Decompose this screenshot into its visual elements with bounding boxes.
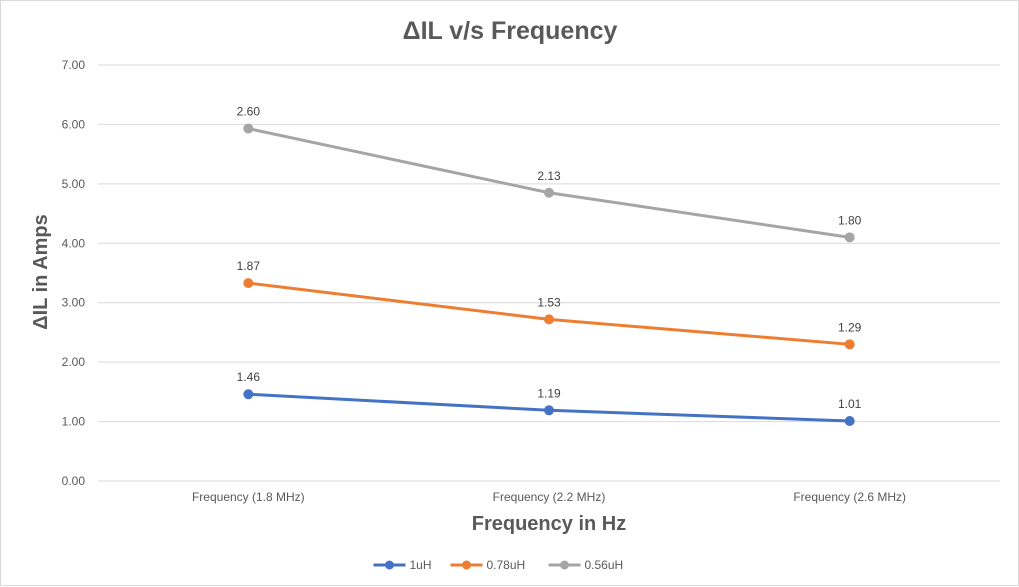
- legend-item: 0.56uH: [548, 558, 624, 572]
- data-label: 1.53: [537, 295, 561, 309]
- data-point: [243, 278, 254, 289]
- x-tick-label: Frequency (2.6 MHz): [793, 490, 906, 504]
- y-tick-label: 0.00: [62, 474, 86, 488]
- data-point: [544, 187, 554, 198]
- data-point: [243, 123, 254, 134]
- data-labels: 1.46 1.19 1.01 1.87 1.53 1.29 2.60 2.13 1.80: [237, 105, 862, 411]
- data-label: 1.87: [237, 259, 261, 273]
- legend-label: 0.56uH: [585, 558, 624, 572]
- data-point: [544, 314, 554, 325]
- y-tick-label: 7.00: [62, 58, 86, 72]
- legend-label: 1uH: [410, 558, 432, 572]
- legend-marker: [560, 560, 569, 570]
- y-axis-ticks: 0.00 1.00 2.00 3.00 4.00 5.00 6.00 7.00: [62, 58, 86, 488]
- y-tick-label: 3.00: [62, 296, 86, 310]
- y-tick-label: 6.00: [62, 117, 86, 131]
- y-tick-label: 5.00: [62, 177, 86, 191]
- x-tick-label: Frequency (1.8 MHz): [192, 490, 305, 504]
- y-axis-title: ΔIL in Amps: [30, 214, 52, 330]
- legend-label: 0.78uH: [487, 558, 526, 572]
- data-point: [544, 405, 554, 416]
- y-tick-label: 2.00: [62, 355, 86, 369]
- data-label: 1.46: [237, 370, 261, 384]
- data-label: 1.19: [537, 386, 561, 400]
- y-tick-label: 1.00: [62, 415, 86, 429]
- data-point: [243, 389, 254, 400]
- data-label: 2.60: [237, 105, 261, 119]
- data-label: 1.29: [838, 320, 862, 334]
- chart-title: ΔIL v/s Frequency: [403, 17, 618, 45]
- y-tick-label: 4.00: [62, 236, 86, 250]
- series-line-0.56uH: [246, 127, 852, 239]
- data-point: [844, 339, 855, 350]
- x-axis-title: Frequency in Hz: [472, 513, 626, 535]
- series-line-0.78uH: [246, 281, 852, 346]
- data-point: [844, 415, 855, 426]
- data-label: 1.80: [838, 213, 862, 227]
- legend: 1uH 0.78uH 0.56uH: [373, 558, 624, 572]
- data-point: [844, 232, 855, 243]
- legend-item: 0.78uH: [450, 558, 526, 572]
- gridlines: [98, 64, 1000, 482]
- legend-marker: [462, 560, 471, 570]
- x-axis-ticks: Frequency (1.8 MHz) Frequency (2.2 MHz) Fr…: [192, 490, 906, 504]
- legend-item: 1uH: [373, 558, 432, 572]
- x-tick-label: Frequency (2.2 MHz): [493, 490, 606, 504]
- data-label: 1.01: [838, 397, 862, 411]
- legend-marker: [385, 560, 394, 570]
- data-label: 2.13: [537, 169, 561, 183]
- series-lines: [243, 123, 855, 426]
